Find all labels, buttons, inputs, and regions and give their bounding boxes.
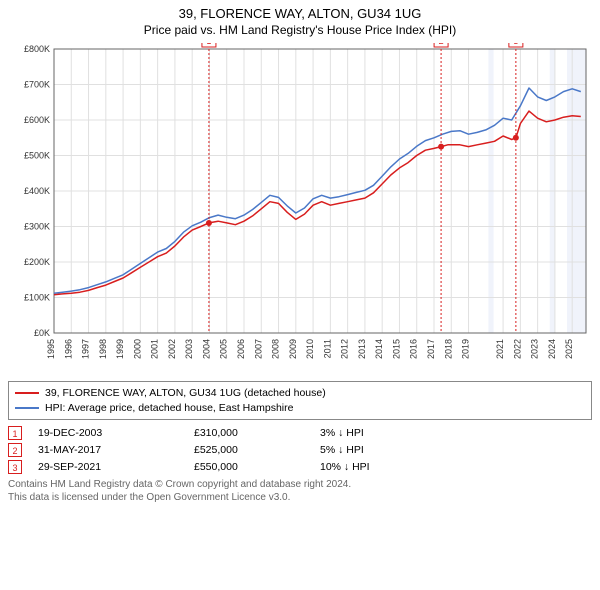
event-price: £310,000: [194, 427, 314, 439]
svg-text:2011: 2011: [322, 339, 332, 358]
svg-text:1996: 1996: [63, 339, 73, 359]
chart-subtitle: Price paid vs. HM Land Registry's House …: [8, 23, 592, 37]
svg-text:1995: 1995: [46, 339, 56, 359]
svg-text:2014: 2014: [374, 339, 384, 359]
svg-text:£700K: £700K: [24, 80, 50, 90]
svg-text:2019: 2019: [461, 339, 471, 359]
svg-text:£800K: £800K: [24, 44, 50, 54]
svg-text:2017: 2017: [426, 339, 436, 359]
event-price: £525,000: [194, 444, 314, 456]
attribution: Contains HM Land Registry data © Crown c…: [8, 478, 592, 504]
event-row: 2 31-MAY-2017 £525,000 5% ↓ HPI: [8, 443, 592, 457]
svg-text:2009: 2009: [288, 339, 298, 359]
svg-text:2004: 2004: [201, 339, 211, 359]
legend-item: 39, FLORENCE WAY, ALTON, GU34 1UG (detac…: [15, 386, 585, 401]
svg-text:2005: 2005: [219, 339, 229, 359]
svg-text:£300K: £300K: [24, 222, 50, 232]
svg-text:2: 2: [439, 43, 444, 46]
event-delta: 3% ↓ HPI: [320, 427, 440, 439]
svg-text:2024: 2024: [547, 339, 557, 359]
svg-text:2021: 2021: [495, 339, 505, 359]
svg-text:£400K: £400K: [24, 186, 50, 196]
svg-text:2025: 2025: [564, 339, 574, 359]
event-delta: 10% ↓ HPI: [320, 461, 440, 473]
svg-text:1997: 1997: [81, 339, 91, 359]
svg-text:2008: 2008: [271, 339, 281, 359]
svg-text:2012: 2012: [340, 339, 350, 359]
svg-text:2013: 2013: [357, 339, 367, 359]
svg-text:2006: 2006: [236, 339, 246, 359]
svg-text:1998: 1998: [98, 339, 108, 359]
svg-text:£200K: £200K: [24, 257, 50, 267]
svg-text:2022: 2022: [512, 339, 522, 359]
event-date: 31-MAY-2017: [38, 444, 188, 456]
svg-text:£100K: £100K: [24, 293, 50, 303]
line-chart: £0K £100K £200K £300K £400K £500K £600K £700K £8…: [8, 43, 592, 373]
legend-label: 39, FLORENCE WAY, ALTON, GU34 1UG (detac…: [45, 386, 326, 401]
legend-swatch: [15, 392, 39, 394]
svg-text:2001: 2001: [150, 339, 160, 359]
svg-text:2000: 2000: [132, 339, 142, 359]
events-table: 1 19-DEC-2003 £310,000 3% ↓ HPI 2 31-MAY-2017…: [8, 426, 592, 474]
svg-text:1: 1: [206, 43, 211, 46]
event-badge: 2: [8, 443, 22, 457]
event-delta: 5% ↓ HPI: [320, 444, 440, 456]
svg-text:£600K: £600K: [24, 115, 50, 125]
legend-label: HPI: Average price, detached house, East…: [45, 401, 293, 416]
svg-text:£500K: £500K: [24, 151, 50, 161]
svg-text:2002: 2002: [167, 339, 177, 359]
event-row: 3 29-SEP-2021 £550,000 10% ↓ HPI: [8, 460, 592, 474]
svg-text:2015: 2015: [391, 339, 401, 359]
event-badge: 3: [8, 460, 22, 474]
attribution-line: Contains HM Land Registry data © Crown c…: [8, 478, 592, 491]
event-date: 19-DEC-2003: [38, 427, 188, 439]
svg-text:£0K: £0K: [34, 328, 50, 338]
attribution-line: This data is licensed under the Open Gov…: [8, 491, 592, 504]
event-date: 29-SEP-2021: [38, 461, 188, 473]
event-price: £550,000: [194, 461, 314, 473]
svg-text:2003: 2003: [184, 339, 194, 359]
event-badge: 1: [8, 426, 22, 440]
svg-text:1999: 1999: [115, 339, 125, 359]
svg-text:2016: 2016: [409, 339, 419, 359]
svg-text:2007: 2007: [253, 339, 263, 359]
svg-text:2010: 2010: [305, 339, 315, 359]
event-row: 1 19-DEC-2003 £310,000 3% ↓ HPI: [8, 426, 592, 440]
chart-area: £0K £100K £200K £300K £400K £500K £600K £700K £8…: [8, 43, 592, 373]
legend-item: HPI: Average price, detached house, East…: [15, 401, 585, 416]
svg-text:2023: 2023: [530, 339, 540, 359]
legend: 39, FLORENCE WAY, ALTON, GU34 1UG (detac…: [8, 381, 592, 420]
svg-text:2018: 2018: [443, 339, 453, 359]
svg-text:3: 3: [513, 43, 518, 46]
legend-swatch: [15, 407, 39, 409]
chart-title: 39, FLORENCE WAY, ALTON, GU34 1UG: [8, 6, 592, 21]
